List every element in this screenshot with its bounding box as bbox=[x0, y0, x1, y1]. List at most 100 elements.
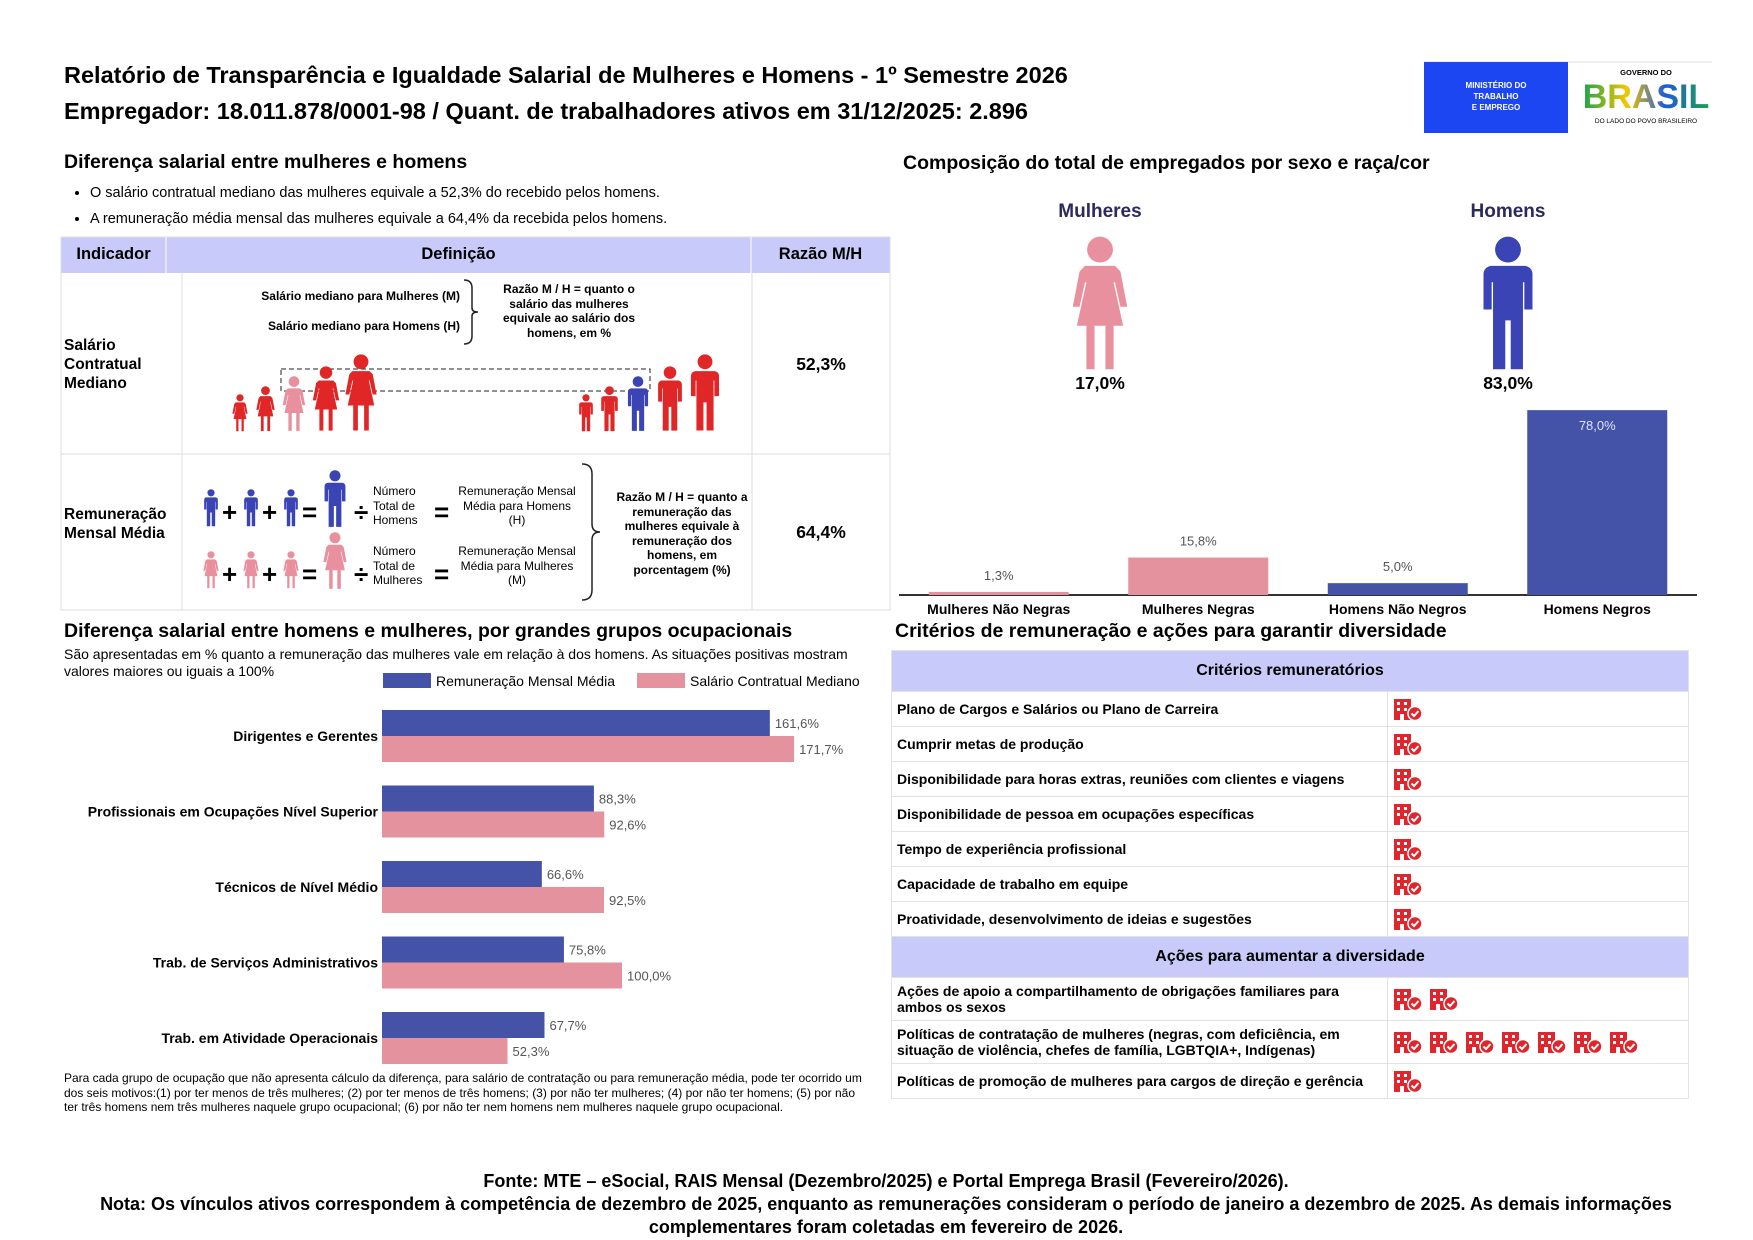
logo-text: E EMPREGO bbox=[1471, 103, 1521, 112]
group-name: Mulheres bbox=[1058, 201, 1142, 222]
criterion-icon bbox=[1429, 988, 1459, 1011]
bar bbox=[382, 936, 564, 963]
category-label: Profissionais em Ocupações Nível Superio… bbox=[88, 804, 379, 820]
bar bbox=[928, 591, 1069, 595]
table-row: Políticas de contratação de mulheres (ne… bbox=[891, 1020, 1689, 1064]
brace bbox=[581, 463, 601, 601]
indicator: Remuneração Mensal Média bbox=[64, 506, 167, 542]
criterion-icon bbox=[1501, 1031, 1531, 1054]
bar bbox=[382, 1012, 545, 1038]
value-label: 75,8% bbox=[569, 943, 606, 958]
person-icon bbox=[345, 354, 377, 431]
criterion-icon bbox=[1609, 1031, 1639, 1054]
dashed-link bbox=[280, 368, 651, 392]
icon-group bbox=[1393, 733, 1423, 756]
criterion-icon bbox=[1393, 908, 1423, 931]
operator: = bbox=[434, 559, 450, 589]
table-row: Critérios remuneratórios bbox=[891, 650, 1689, 692]
footer-note: Nota: Os vínculos ativos correspondem à … bbox=[100, 1194, 1672, 1237]
person-icon bbox=[579, 394, 593, 432]
person-icon bbox=[323, 532, 347, 589]
criterion-icons bbox=[1387, 691, 1689, 727]
category-label: Mulheres Não Negras bbox=[927, 601, 1070, 617]
definition-label: Número Total de Homens bbox=[373, 484, 418, 527]
table-header: Razão M/H bbox=[778, 245, 863, 263]
footer-source: Fonte: MTE – eSocial, RAIS Mensal (Dezem… bbox=[483, 1171, 1289, 1191]
person-icon bbox=[203, 551, 219, 589]
bar bbox=[1128, 557, 1269, 595]
criterion-label: Disponibilidade de pessoa em ocupações e… bbox=[891, 796, 1388, 832]
person-icon bbox=[282, 376, 306, 431]
footer: Fonte: MTE – eSocial, RAIS Mensal (Dezem… bbox=[66, 1170, 1706, 1239]
criterion-icons bbox=[1387, 831, 1689, 867]
ministry-logo: MINISTÉRIO DO TRABALHO E EMPREGO bbox=[1424, 80, 1568, 113]
icon-group bbox=[1393, 698, 1423, 721]
criterion-label: Políticas de contratação de mulheres (ne… bbox=[891, 1020, 1388, 1064]
gov-logo: BRASIL bbox=[1583, 78, 1710, 116]
brace bbox=[463, 279, 479, 345]
category-label: Trab. em Atividade Operacionais bbox=[161, 1030, 378, 1046]
value-label: 92,6% bbox=[609, 818, 646, 833]
person-icon bbox=[244, 489, 258, 527]
person-icon bbox=[324, 470, 346, 527]
person-icon bbox=[204, 489, 218, 527]
table-row: Cumprir metas de produção bbox=[891, 726, 1689, 762]
section-title: Composição do total de empregados por se… bbox=[903, 152, 1430, 174]
gov-logo-name: BRASIL bbox=[1583, 78, 1710, 116]
criterion-label: Ações de apoio a compartilhamento de obr… bbox=[891, 977, 1388, 1021]
category-label: Técnicos de Nível Médio bbox=[215, 879, 378, 895]
bullet-list: O salário contratual mediano das mulhere… bbox=[72, 180, 667, 232]
value-label: 92,5% bbox=[609, 893, 646, 908]
table-heading: Ações para aumentar a diversidade bbox=[891, 936, 1689, 978]
icon-group bbox=[1393, 908, 1423, 931]
criterion-icon bbox=[1393, 733, 1423, 756]
group-name: Homens bbox=[1470, 201, 1546, 222]
criterion-icon bbox=[1393, 838, 1423, 861]
category-label: Mulheres Negras bbox=[1142, 601, 1255, 617]
chart-subtitle: São apresentadas em % quanto a remuneraç… bbox=[64, 646, 848, 679]
logo-text: MINISTÉRIO DO bbox=[1465, 81, 1527, 90]
person-icon bbox=[283, 551, 299, 589]
value-label: 78,0% bbox=[1579, 418, 1616, 433]
operator: + bbox=[262, 559, 278, 589]
criterion-icon bbox=[1393, 873, 1423, 896]
operator: ÷ bbox=[354, 497, 369, 527]
value-label: 52,3% bbox=[513, 1044, 550, 1059]
bar bbox=[382, 887, 604, 913]
table-row: Ações de apoio a compartilhamento de obr… bbox=[891, 977, 1689, 1021]
definition-label: Salário mediano para Mulheres (M) bbox=[261, 289, 460, 303]
icon-group bbox=[1393, 803, 1423, 826]
icon-group bbox=[1393, 1031, 1639, 1054]
bar bbox=[382, 1038, 508, 1064]
operator: = bbox=[434, 497, 450, 527]
icon-group bbox=[1393, 873, 1423, 896]
bar bbox=[1327, 583, 1468, 595]
gov-logo-bottom: DO LADO DO POVO BRASILEIRO bbox=[1594, 118, 1698, 125]
value-label: 161,6% bbox=[775, 716, 820, 731]
criterion-icon bbox=[1393, 698, 1423, 721]
criterion-icons bbox=[1387, 796, 1689, 832]
criterion-icon bbox=[1393, 988, 1423, 1011]
table-header: Indicador bbox=[76, 245, 151, 263]
table-header-bg bbox=[61, 237, 890, 273]
bar bbox=[1527, 410, 1668, 595]
table-row: Tempo de experiência profissional bbox=[891, 831, 1689, 867]
logo-text: TRABALHO bbox=[1473, 92, 1519, 101]
person-icon bbox=[601, 386, 618, 432]
criterion-icon bbox=[1393, 1031, 1423, 1054]
section-title: Critérios de remuneração e ações para ga… bbox=[895, 620, 1447, 642]
criterion-icon bbox=[1393, 803, 1423, 826]
value-label: 15,8% bbox=[1180, 534, 1217, 549]
bar bbox=[382, 811, 605, 838]
person-icon bbox=[243, 551, 259, 589]
category-label: Trab. de Serviços Administrativos bbox=[153, 955, 378, 971]
chart-note: Para cada grupo de ocupação que não apre… bbox=[64, 1071, 862, 1114]
value-label: 1,3% bbox=[984, 568, 1014, 583]
women-pictogram bbox=[1072, 236, 1128, 370]
table-row: Disponibilidade de pessoa em ocupações e… bbox=[891, 796, 1689, 832]
icon-group bbox=[1393, 1070, 1423, 1093]
operator: = bbox=[302, 559, 318, 589]
criterion-icons bbox=[1387, 977, 1689, 1021]
criterion-label: Disponibilidade para horas extras, reuni… bbox=[891, 761, 1388, 797]
